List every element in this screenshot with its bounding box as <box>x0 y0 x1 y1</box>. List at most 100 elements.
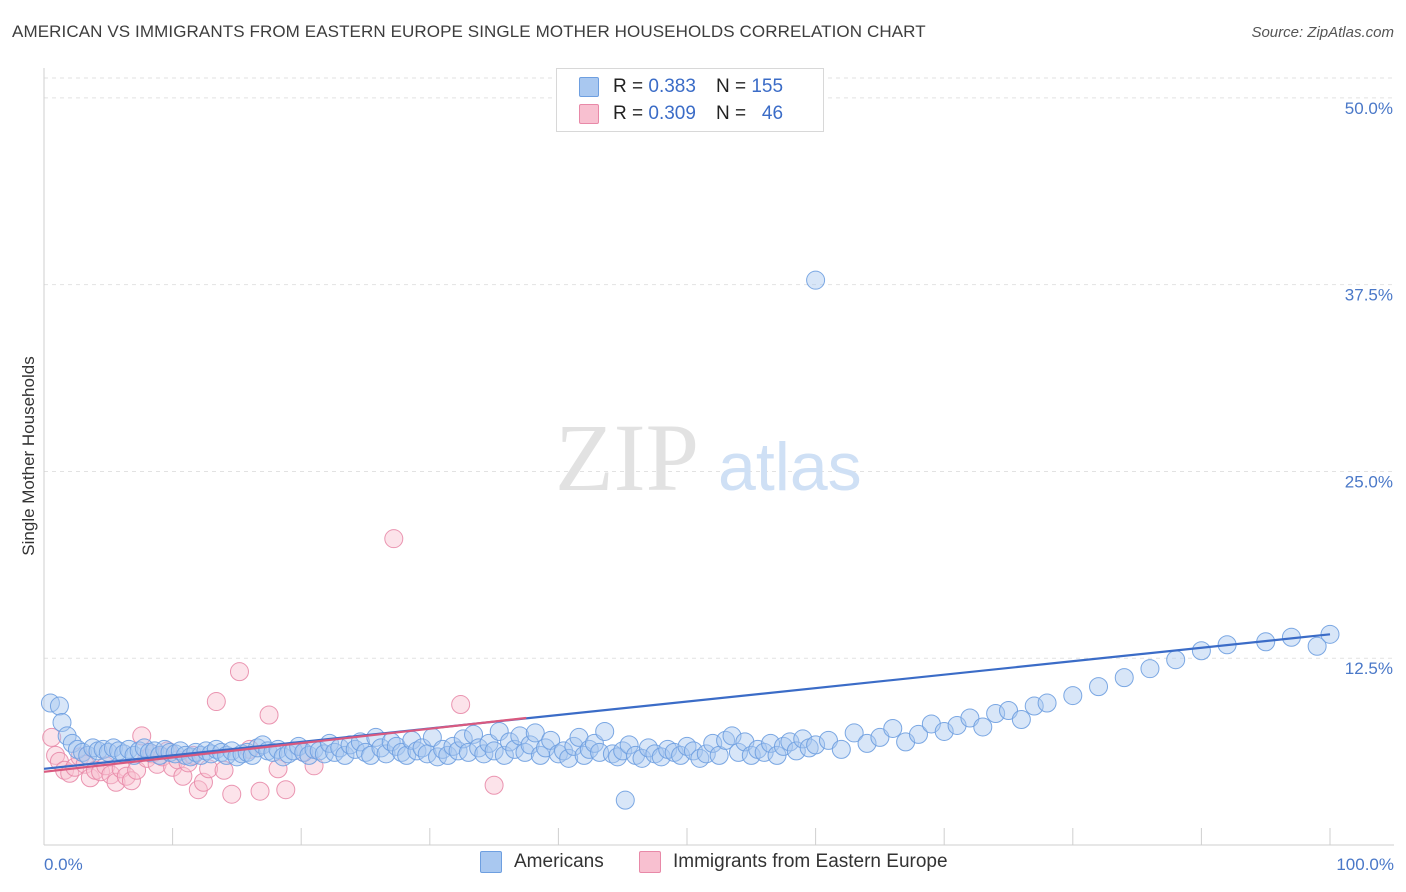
legend-r-label: R = <box>613 103 644 124</box>
data-point <box>683 741 703 761</box>
axes <box>43 68 1394 846</box>
stats-legend: R = 0.383 N = 155 R = 0.309 N = 46 <box>556 68 824 132</box>
data-point <box>259 705 279 725</box>
data-point <box>42 727 62 747</box>
data-point <box>376 744 396 764</box>
data-point <box>548 744 568 764</box>
data-point <box>83 738 103 758</box>
legend-swatch-americans <box>579 77 599 97</box>
series-americans-points <box>40 270 1340 810</box>
data-point <box>1024 696 1044 716</box>
data-point <box>222 784 242 804</box>
data-point <box>883 718 903 738</box>
chart-title: AMERICAN VS IMMIGRANTS FROM EASTERN EURO… <box>12 22 926 41</box>
data-point <box>484 775 504 795</box>
data-point <box>276 780 296 800</box>
data-point <box>651 747 671 767</box>
data-point <box>973 717 993 737</box>
legend-r-value-immigrants: 0.309 <box>648 103 696 124</box>
data-point <box>1191 641 1211 661</box>
data-point <box>371 738 391 758</box>
data-point <box>458 742 478 762</box>
series-label-americans: Americans <box>514 851 604 872</box>
data-point <box>908 724 928 744</box>
gridlines <box>44 77 1394 659</box>
legend-row-immigrants: R = 0.309 N = 46 <box>579 102 783 126</box>
data-point <box>489 721 509 741</box>
data-point <box>1307 636 1327 656</box>
data-point <box>703 733 723 753</box>
data-point <box>484 741 504 761</box>
legend-swatch-immigrants <box>579 104 599 124</box>
data-point <box>722 726 742 746</box>
data-point <box>1011 709 1031 729</box>
series-swatch-immigrants <box>639 851 661 873</box>
source-label: Source: ZipAtlas.com <box>1251 24 1394 41</box>
trend-line-immigrants <box>43 716 527 773</box>
legend-n-label: N = <box>715 76 747 97</box>
data-point <box>857 733 877 753</box>
y-tick-label: 12.5% <box>1345 659 1393 678</box>
data-point <box>761 733 781 753</box>
data-point <box>356 742 375 762</box>
data-point <box>335 745 355 765</box>
data-point <box>451 695 471 715</box>
data-point <box>619 735 639 755</box>
legend-row-americans: R = 0.383 N = 155 <box>579 75 783 99</box>
trend-lines <box>43 633 1331 773</box>
data-point <box>1037 693 1057 713</box>
data-point <box>806 735 826 755</box>
data-point <box>109 741 129 761</box>
data-point <box>595 721 615 741</box>
data-point <box>397 745 417 765</box>
data-point <box>361 745 381 765</box>
data-point <box>93 739 113 759</box>
legend-n-label: N = <box>715 103 747 124</box>
y-tick-labels: 12.5% 25.0% 37.5% 50.0% <box>1345 99 1393 678</box>
data-point <box>1089 677 1109 697</box>
data-point <box>525 723 545 743</box>
data-point <box>1114 668 1134 688</box>
data-point <box>806 270 826 290</box>
legend-r-label: R = <box>613 76 644 97</box>
data-point <box>438 745 458 765</box>
data-point <box>520 735 540 755</box>
data-point <box>615 790 635 810</box>
data-point <box>728 742 748 762</box>
data-point <box>299 745 319 765</box>
series-legend-americans[interactable]: Americans <box>480 851 604 873</box>
legend-r-value-americans: 0.383 <box>648 76 696 97</box>
y-axis-label: Single Mother Households <box>19 356 38 555</box>
data-point <box>49 696 69 716</box>
data-point <box>786 741 806 761</box>
data-point <box>73 742 93 762</box>
data-point <box>132 726 152 746</box>
watermark-zip: ZIP <box>555 404 699 511</box>
data-point <box>1063 686 1083 706</box>
data-point <box>1166 650 1186 670</box>
data-point <box>412 738 432 758</box>
data-point <box>121 771 141 791</box>
data-point <box>632 748 652 768</box>
series-legend: Americans Immigrants from Eastern Europe <box>0 851 1406 879</box>
data-point <box>229 662 249 682</box>
data-point <box>1140 659 1160 679</box>
data-point <box>831 739 851 759</box>
watermark-atlas: atlas <box>718 429 862 505</box>
data-point <box>844 723 864 743</box>
series-immigrants-points <box>42 529 504 804</box>
watermark: ZIP atlas <box>555 404 862 511</box>
x-tick-label-min: 0.0% <box>44 855 83 874</box>
series-swatch-americans <box>480 851 502 873</box>
y-tick-label: 25.0% <box>1345 472 1393 491</box>
series-legend-immigrants[interactable]: Immigrants from Eastern Europe <box>639 851 948 873</box>
series-label-immigrants: Immigrants from Eastern Europe <box>673 851 948 872</box>
data-point <box>934 721 954 741</box>
legend-n-value-americans: 155 <box>751 76 784 97</box>
data-point <box>46 745 66 765</box>
data-point <box>250 781 270 801</box>
data-point <box>67 739 87 759</box>
x-ticks <box>43 828 1331 845</box>
data-point <box>384 529 404 549</box>
